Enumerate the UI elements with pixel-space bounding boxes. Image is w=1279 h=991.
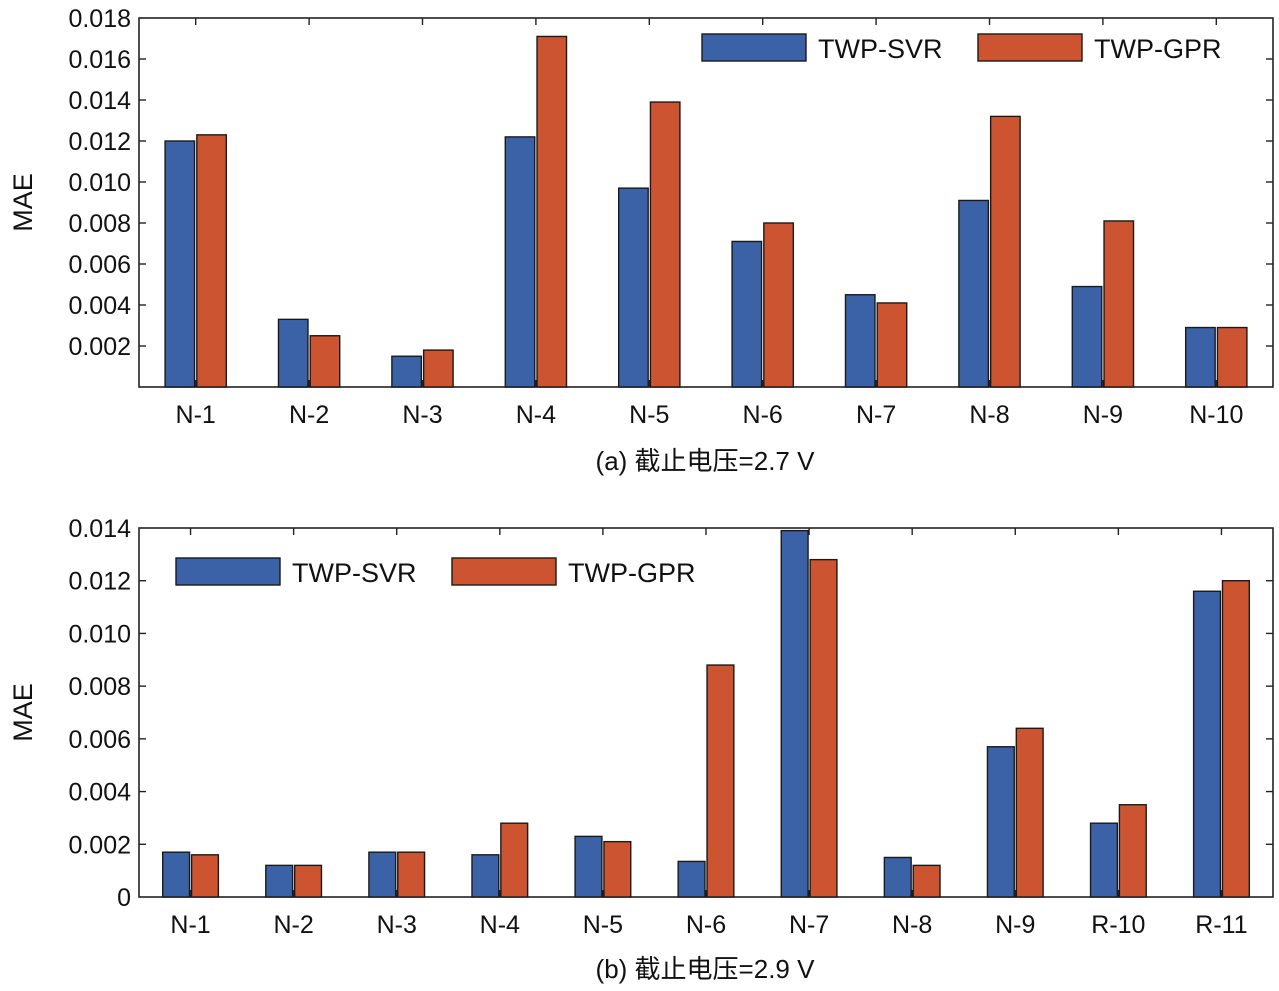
bar-twp-gpr-n-6 (763, 222, 795, 388)
bar-twp-gpr-r-10 (1118, 804, 1147, 898)
bar-twp-gpr-n-2 (309, 335, 341, 388)
chart-caption: (a) 截止电压=2.7 V (596, 446, 816, 476)
legend-swatch-twp-gpr (451, 557, 557, 586)
y-tick-label: 0.014 (68, 515, 131, 543)
x-tick-label: N-6 (743, 401, 783, 429)
y-tick-label: 0.004 (68, 292, 131, 320)
chart-a: 0.002 0.004 0.006 0.008 0.010 0.012 0.014 0.016… (8, 5, 1274, 476)
bar-twp-svr-n-8 (883, 856, 912, 898)
chart-b: 0 0.002 0.004 0.006 0.008 0.010 0.012 0.014 N-1 N… (8, 515, 1274, 984)
bar-twp-svr-n-10 (1184, 326, 1216, 388)
legend-swatch-twp-svr (701, 33, 807, 62)
legend-swatch-twp-svr (175, 557, 281, 586)
bar-twp-gpr-n-7 (809, 558, 838, 898)
bar-twp-svr-n-9 (1071, 285, 1103, 388)
x-tick-label: N-7 (856, 401, 896, 429)
bar-twp-gpr-n-10 (1216, 326, 1248, 388)
bar-twp-svr-n-9 (986, 746, 1015, 898)
x-tick-label: N-9 (1083, 401, 1123, 429)
x-tick-label: R-10 (1091, 911, 1145, 939)
y-tick-label: 0.012 (68, 568, 131, 596)
chart-caption: (b) 截止电压=2.9 V (596, 954, 816, 984)
bar-twp-svr-n-7 (844, 294, 876, 388)
bar-twp-svr-r-11 (1192, 590, 1222, 898)
legend-label-twp-svr: TWP-SVR (292, 558, 417, 588)
y-tick-label: 0.006 (68, 251, 131, 279)
bar-twp-gpr-n-9 (1103, 220, 1135, 388)
x-tick-label: N-3 (402, 401, 442, 429)
legend-label-twp-gpr: TWP-GPR (1094, 34, 1222, 64)
bar-twp-gpr-n-3 (397, 851, 426, 898)
y-tick-label: 0 (117, 884, 131, 912)
bar-twp-gpr-n-8 (989, 115, 1021, 388)
bar-twp-svr-r-10 (1089, 822, 1119, 898)
x-tick-label: N-2 (273, 911, 313, 939)
x-tick-label: N-3 (377, 911, 417, 939)
bar-twp-svr-n-3 (368, 851, 397, 898)
y-tick-label: 0.008 (68, 210, 131, 238)
bar-twp-gpr-n-7 (876, 302, 908, 388)
x-tick-label: N-6 (686, 911, 726, 939)
y-tick-label: 0.004 (68, 779, 131, 807)
x-tick-label: N-2 (289, 401, 329, 429)
bar-twp-svr-n-4 (471, 854, 500, 898)
bar-twp-svr-n-1 (162, 851, 191, 898)
y-tick-label: 0.002 (68, 831, 131, 859)
bar-twp-gpr-n-3 (422, 349, 454, 388)
y-tick-label: 0.014 (68, 87, 131, 115)
x-tick-label: R-11 (1195, 911, 1247, 939)
x-tick-label: N-1 (170, 911, 210, 939)
x-tick-label: N-1 (176, 401, 216, 429)
x-tick-label: N-8 (969, 401, 1009, 429)
bar-twp-svr-n-6 (731, 240, 763, 388)
y-tick-label: 0.018 (68, 5, 131, 33)
bar-twp-gpr-n-1 (196, 134, 228, 388)
y-tick-label: 0.008 (68, 673, 131, 701)
bar-twp-gpr-n-5 (649, 101, 681, 388)
bar-twp-svr-n-6 (677, 860, 706, 898)
bar-twp-svr-n-7 (780, 529, 809, 898)
bar-twp-svr-n-4 (504, 136, 536, 388)
plot-frame (138, 17, 1274, 388)
bar-twp-gpr-n-9 (1015, 727, 1044, 898)
y-tick-label: 0.016 (68, 46, 131, 74)
x-tick-label: N-8 (892, 911, 932, 939)
bar-twp-gpr-n-4 (500, 822, 529, 898)
y-axis-label: MAE (8, 173, 38, 232)
x-tick-label: N-5 (583, 911, 623, 939)
bar-twp-svr-n-1 (164, 140, 196, 388)
x-tick-label: N-4 (516, 401, 556, 429)
x-tick-label: N-9 (995, 911, 1035, 939)
bar-twp-gpr-n-4 (536, 35, 568, 388)
y-tick-label: 0.010 (68, 169, 131, 197)
bar-twp-svr-n-2 (277, 318, 309, 388)
y-tick-label: 0.012 (68, 128, 131, 156)
bar-twp-svr-n-3 (391, 355, 423, 388)
bar-twp-gpr-n-1 (190, 854, 220, 898)
x-tick-label: N-7 (789, 911, 829, 939)
legend-label-twp-svr: TWP-SVR (818, 34, 943, 64)
bar-twp-svr-n-5 (574, 835, 603, 898)
legend-label-twp-gpr: TWP-GPR (568, 558, 696, 588)
bar-twp-svr-n-8 (958, 199, 990, 388)
bar-twp-gpr-n-8 (912, 864, 941, 898)
y-axis-label: MAE (8, 683, 38, 742)
bar-twp-gpr-r-11 (1221, 580, 1250, 898)
bar-twp-gpr-n-5 (603, 840, 632, 898)
x-tick-label: N-5 (629, 401, 669, 429)
x-tick-label: N-4 (480, 911, 520, 939)
y-tick-label: 0.002 (68, 333, 131, 361)
y-tick-label: 0.010 (68, 620, 131, 648)
y-tick-label: 0.006 (68, 726, 131, 754)
bar-twp-svr-n-2 (265, 864, 294, 898)
bar-twp-gpr-n-2 (293, 864, 323, 898)
x-tick-label: N-10 (1189, 401, 1243, 429)
bar-twp-svr-n-5 (617, 187, 649, 388)
legend-swatch-twp-gpr (977, 33, 1083, 62)
bar-twp-gpr-n-6 (706, 664, 735, 898)
